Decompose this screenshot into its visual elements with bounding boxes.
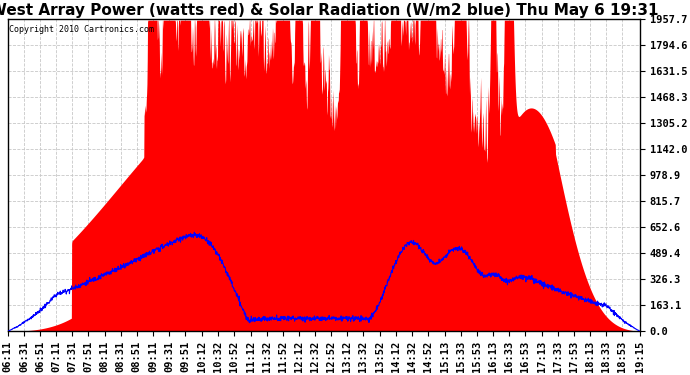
Title: West Array Power (watts red) & Solar Radiation (W/m2 blue) Thu May 6 19:31: West Array Power (watts red) & Solar Rad… [0, 3, 658, 18]
Text: Copyright 2010 Cartronics.com: Copyright 2010 Cartronics.com [9, 25, 154, 34]
